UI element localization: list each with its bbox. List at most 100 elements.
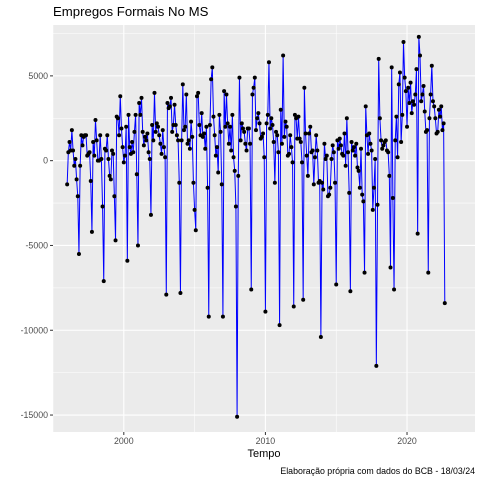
data-point bbox=[80, 143, 85, 148]
data-point bbox=[202, 131, 207, 136]
data-point bbox=[253, 128, 258, 133]
data-point bbox=[207, 123, 212, 128]
data-point bbox=[395, 155, 400, 160]
data-point bbox=[300, 160, 304, 165]
data-point bbox=[408, 80, 413, 85]
data-point bbox=[78, 163, 83, 168]
y-tick-label: -15000 bbox=[21, 410, 48, 420]
data-point bbox=[394, 114, 399, 119]
data-point bbox=[169, 95, 174, 100]
data-point bbox=[414, 67, 419, 72]
data-point bbox=[269, 116, 274, 121]
data-point bbox=[255, 116, 260, 121]
data-point bbox=[381, 143, 386, 148]
data-point bbox=[256, 111, 261, 116]
data-point bbox=[124, 124, 129, 129]
data-point bbox=[252, 75, 257, 80]
data-point bbox=[160, 128, 165, 133]
data-point bbox=[246, 126, 251, 131]
data-point bbox=[113, 238, 118, 243]
data-point bbox=[148, 212, 153, 217]
data-point bbox=[172, 102, 177, 107]
data-point bbox=[181, 128, 186, 133]
data-point bbox=[435, 129, 440, 134]
data-point bbox=[154, 121, 159, 126]
data-point bbox=[231, 155, 236, 160]
data-point bbox=[370, 207, 375, 212]
data-point bbox=[232, 168, 237, 173]
data-point bbox=[74, 177, 79, 182]
data-point bbox=[167, 104, 172, 109]
data-point bbox=[251, 85, 256, 90]
data-point bbox=[369, 148, 374, 153]
data-point bbox=[119, 126, 124, 131]
data-point bbox=[366, 151, 371, 156]
data-point bbox=[330, 143, 335, 148]
data-point bbox=[303, 131, 308, 136]
data-point bbox=[413, 92, 418, 97]
data-point bbox=[360, 192, 365, 197]
data-point bbox=[379, 138, 384, 143]
data-point bbox=[407, 101, 412, 106]
data-point bbox=[266, 60, 271, 65]
data-point bbox=[110, 148, 114, 153]
data-point bbox=[392, 287, 397, 292]
data-point bbox=[401, 39, 406, 44]
data-point bbox=[210, 65, 215, 70]
data-point bbox=[337, 136, 342, 141]
data-point bbox=[222, 89, 227, 94]
data-point bbox=[191, 180, 196, 185]
data-point bbox=[213, 153, 218, 158]
data-point bbox=[272, 180, 277, 185]
data-point bbox=[428, 92, 433, 97]
data-point bbox=[159, 151, 164, 156]
data-point bbox=[93, 117, 98, 122]
data-point bbox=[139, 95, 144, 100]
x-tick-label: 2000 bbox=[114, 436, 134, 446]
data-point bbox=[107, 173, 112, 178]
data-point bbox=[192, 207, 197, 212]
data-point bbox=[71, 148, 76, 153]
data-point bbox=[65, 182, 70, 187]
data-point bbox=[371, 185, 376, 190]
data-point bbox=[261, 131, 266, 136]
data-point bbox=[230, 112, 235, 117]
data-point bbox=[219, 182, 224, 187]
data-point bbox=[356, 168, 361, 173]
data-point bbox=[151, 138, 156, 143]
data-point bbox=[386, 150, 391, 155]
data-point bbox=[194, 94, 199, 99]
data-point bbox=[94, 138, 99, 143]
data-point bbox=[373, 156, 378, 161]
data-point bbox=[388, 265, 393, 270]
data-point bbox=[342, 131, 347, 136]
data-point bbox=[311, 182, 316, 187]
data-point bbox=[310, 148, 315, 153]
data-point bbox=[112, 194, 117, 199]
data-point bbox=[67, 140, 72, 145]
data-point bbox=[156, 124, 161, 129]
data-point bbox=[315, 148, 320, 153]
data-point bbox=[146, 150, 151, 155]
data-point bbox=[236, 173, 241, 178]
data-point bbox=[429, 63, 434, 68]
data-point bbox=[436, 107, 441, 112]
data-point bbox=[348, 289, 353, 294]
data-point bbox=[73, 156, 78, 161]
data-point bbox=[304, 153, 309, 158]
data-point bbox=[350, 148, 355, 153]
data-point bbox=[120, 145, 125, 150]
data-point bbox=[186, 138, 191, 143]
data-point bbox=[75, 194, 80, 199]
data-point bbox=[125, 258, 130, 263]
data-point bbox=[133, 112, 138, 117]
data-point bbox=[99, 156, 104, 161]
data-point bbox=[200, 134, 205, 139]
data-point bbox=[92, 153, 97, 158]
data-point bbox=[355, 165, 360, 170]
data-point bbox=[249, 287, 254, 292]
data-point bbox=[240, 126, 245, 131]
data-point bbox=[185, 141, 190, 146]
data-point bbox=[265, 112, 270, 117]
data-point bbox=[87, 150, 92, 155]
